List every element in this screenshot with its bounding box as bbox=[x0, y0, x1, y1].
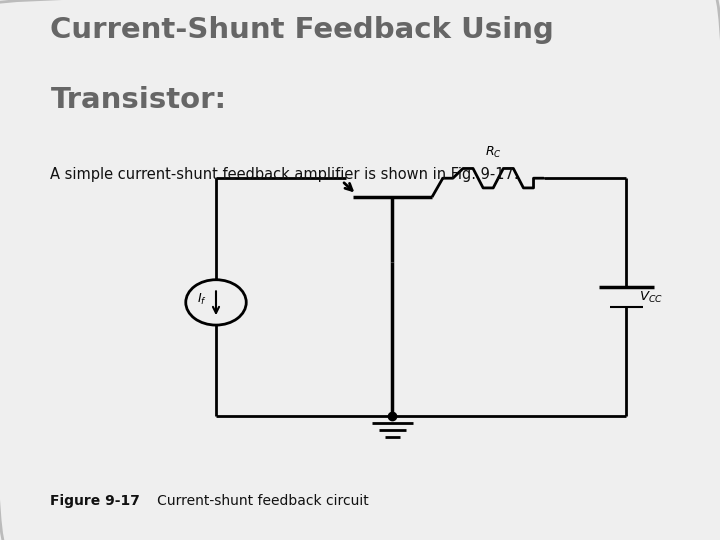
Text: $I_f$: $I_f$ bbox=[197, 292, 207, 307]
Text: Current-Shunt Feedback Using: Current-Shunt Feedback Using bbox=[50, 16, 554, 44]
Text: A simple current-shunt feedback amplifier is shown in Fig. 9-17.: A simple current-shunt feedback amplifie… bbox=[50, 167, 519, 183]
Text: $R_C$: $R_C$ bbox=[485, 145, 502, 160]
Text: $V_{CC}$: $V_{CC}$ bbox=[639, 289, 663, 305]
Text: Current-shunt feedback circuit: Current-shunt feedback circuit bbox=[144, 494, 369, 508]
Text: Transistor:: Transistor: bbox=[50, 86, 227, 114]
Text: Figure 9-17: Figure 9-17 bbox=[50, 494, 140, 508]
